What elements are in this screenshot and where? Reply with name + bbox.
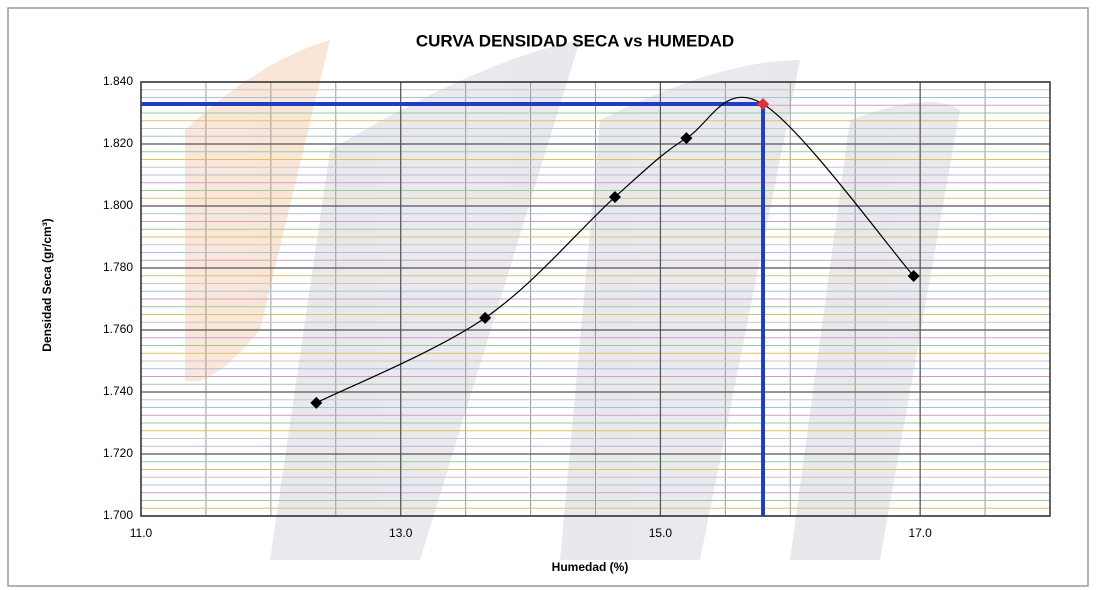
y-tick-label: 1.840 [103, 74, 133, 88]
plot [141, 96, 920, 516]
watermark [185, 40, 960, 560]
y-tick-label: 1.820 [103, 136, 133, 150]
x-tick-label: 11.0 [130, 526, 153, 540]
y-tick-label: 1.700 [103, 508, 133, 522]
x-tick-label: 13.0 [389, 526, 413, 540]
x-tick-label: 15.0 [649, 526, 673, 540]
x-tick-label: 17.0 [908, 526, 932, 540]
y-tick-label: 1.780 [103, 260, 133, 274]
y-tick-label: 1.720 [103, 446, 133, 460]
y-tick-label: 1.740 [103, 384, 133, 398]
optimum-point [757, 98, 770, 111]
fit-curve [316, 96, 915, 404]
plot-area [140, 81, 1051, 517]
chart-title: CURVA DENSIDAD SECA vs HUMEDAD [416, 31, 734, 50]
y-tick-label: 1.760 [103, 322, 133, 336]
y-tick-label: 1.800 [103, 198, 133, 212]
data-point [680, 132, 693, 145]
data-point [907, 270, 920, 283]
data-point [310, 396, 323, 409]
x-axis-label: Humedad (%) [552, 560, 629, 574]
y-axis-label: Densidad Seca (gr/cm³) [40, 218, 54, 351]
data-point [479, 311, 492, 324]
data-point [608, 191, 621, 204]
